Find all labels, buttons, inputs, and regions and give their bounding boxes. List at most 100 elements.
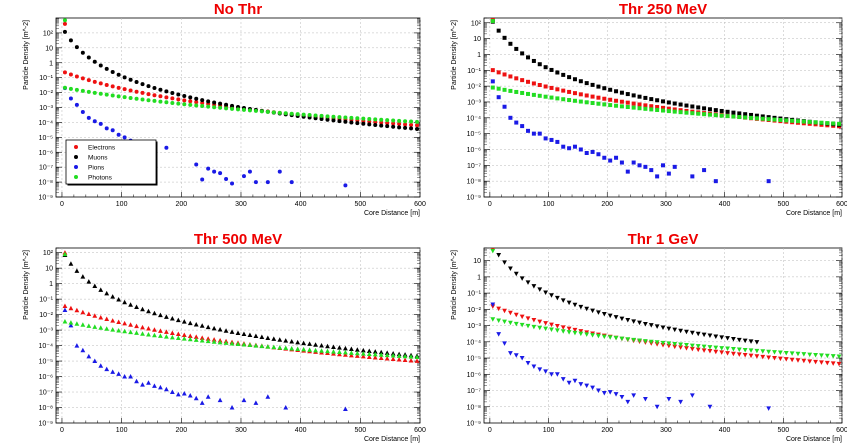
data-point-muons [360, 347, 366, 353]
data-point-electrons [62, 70, 67, 75]
data-point-photons [391, 118, 396, 123]
data-point-electrons [526, 79, 531, 84]
data-point-muons [643, 95, 648, 100]
data-point-photons [825, 121, 830, 126]
data-point-muons [366, 348, 372, 354]
data-point-muons [128, 77, 133, 82]
y-tick-label: 10⁻⁹ [39, 421, 53, 428]
data-point-electrons [619, 99, 624, 104]
y-tick-label: 10⁻⁴ [39, 343, 54, 350]
data-point-photons [795, 351, 801, 357]
data-point-photons [584, 100, 589, 105]
data-point-muons [140, 82, 145, 87]
data-point-pions [74, 102, 79, 107]
data-point-pions [68, 322, 74, 328]
data-point-electrons [596, 95, 601, 100]
data-point-muons [731, 110, 736, 115]
data-point-photons [224, 106, 229, 111]
data-point-electrons [176, 97, 181, 102]
data-point-pions [661, 163, 665, 168]
data-point-pions [74, 343, 80, 348]
data-point-photons [754, 348, 760, 354]
data-point-muons [224, 102, 229, 107]
data-point-electrons [92, 79, 97, 84]
data-point-photons [169, 334, 175, 340]
data-point-photons [277, 110, 282, 115]
data-point-photons [543, 326, 549, 332]
data-point-photons [508, 320, 513, 326]
data-point-pions [543, 369, 549, 374]
data-point-photons [772, 117, 777, 122]
data-point-pions [567, 146, 572, 151]
y-tick-label: 1 [49, 281, 53, 288]
y-tick-label: 10⁻³ [39, 105, 53, 112]
data-point-electrons [549, 85, 554, 90]
data-point-pions [241, 397, 247, 403]
data-point-photons [295, 346, 301, 351]
data-point-photons [496, 86, 501, 91]
data-point-muons [98, 63, 103, 68]
data-point-photons [643, 106, 648, 111]
data-point-electrons [385, 120, 390, 125]
data-point-electrons [146, 326, 151, 331]
data-point-photons [519, 322, 525, 328]
data-point-photons [229, 340, 235, 346]
data-point-photons [289, 111, 294, 116]
data-point-muons [625, 318, 631, 323]
data-point-pions [490, 302, 496, 307]
data-point-muons [713, 334, 719, 339]
data-point-pions [642, 397, 648, 402]
data-point-pions [68, 96, 73, 101]
data-point-muons [608, 87, 613, 92]
data-point-photons [325, 114, 330, 119]
y-tick-label: 10⁻⁵ [467, 356, 481, 363]
data-point-photons [337, 349, 342, 355]
data-point-muons [325, 343, 330, 349]
data-point-photons [200, 104, 205, 109]
data-point-electrons [560, 325, 566, 330]
chart-title: No Thr [214, 1, 262, 18]
data-point-pions [175, 391, 181, 397]
x-tick-label: 100 [116, 201, 128, 208]
data-point-photons [396, 353, 402, 358]
data-point-photons [236, 107, 240, 112]
data-point-photons [62, 85, 67, 90]
x-tick-label: 200 [175, 201, 187, 208]
data-point-pions [601, 391, 607, 396]
data-point-electrons [578, 329, 584, 334]
data-point-photons [578, 331, 584, 337]
data-point-photons [760, 116, 765, 121]
data-point-photons [104, 326, 110, 331]
data-point-pions [555, 139, 560, 144]
data-point-electrons [701, 348, 707, 353]
data-point-electrons [390, 356, 396, 361]
data-point-muons [367, 122, 372, 127]
data-point-electrons [801, 358, 807, 364]
data-point-pions [265, 394, 271, 399]
data-point-photons [80, 322, 86, 327]
data-point-photons [725, 346, 730, 352]
data-point-muons [169, 315, 175, 321]
data-point-electrons [531, 81, 536, 86]
y-tick-label: 10⁻¹ [467, 68, 481, 75]
data-point-electrons [543, 321, 549, 326]
data-point-muons [187, 320, 193, 326]
data-point-photons [760, 349, 766, 354]
data-point-photons [247, 342, 253, 348]
data-point-photons [325, 348, 330, 354]
data-point-pions [217, 397, 223, 403]
data-point-muons [361, 121, 366, 126]
x-tick-label: 100 [116, 427, 128, 434]
data-point-photons [661, 108, 665, 113]
data-point-photons [830, 354, 836, 359]
data-point-pions [98, 363, 104, 368]
data-point-pions [343, 406, 348, 412]
data-point-photons [283, 345, 289, 351]
data-point-electrons [354, 353, 360, 358]
data-point-photons [813, 120, 818, 125]
data-point-electrons [169, 330, 175, 335]
data-point-muons [742, 338, 748, 344]
data-point-electrons [537, 83, 542, 88]
y-tick-label: 10⁻⁹ [467, 195, 481, 202]
data-point-electrons [372, 354, 378, 360]
